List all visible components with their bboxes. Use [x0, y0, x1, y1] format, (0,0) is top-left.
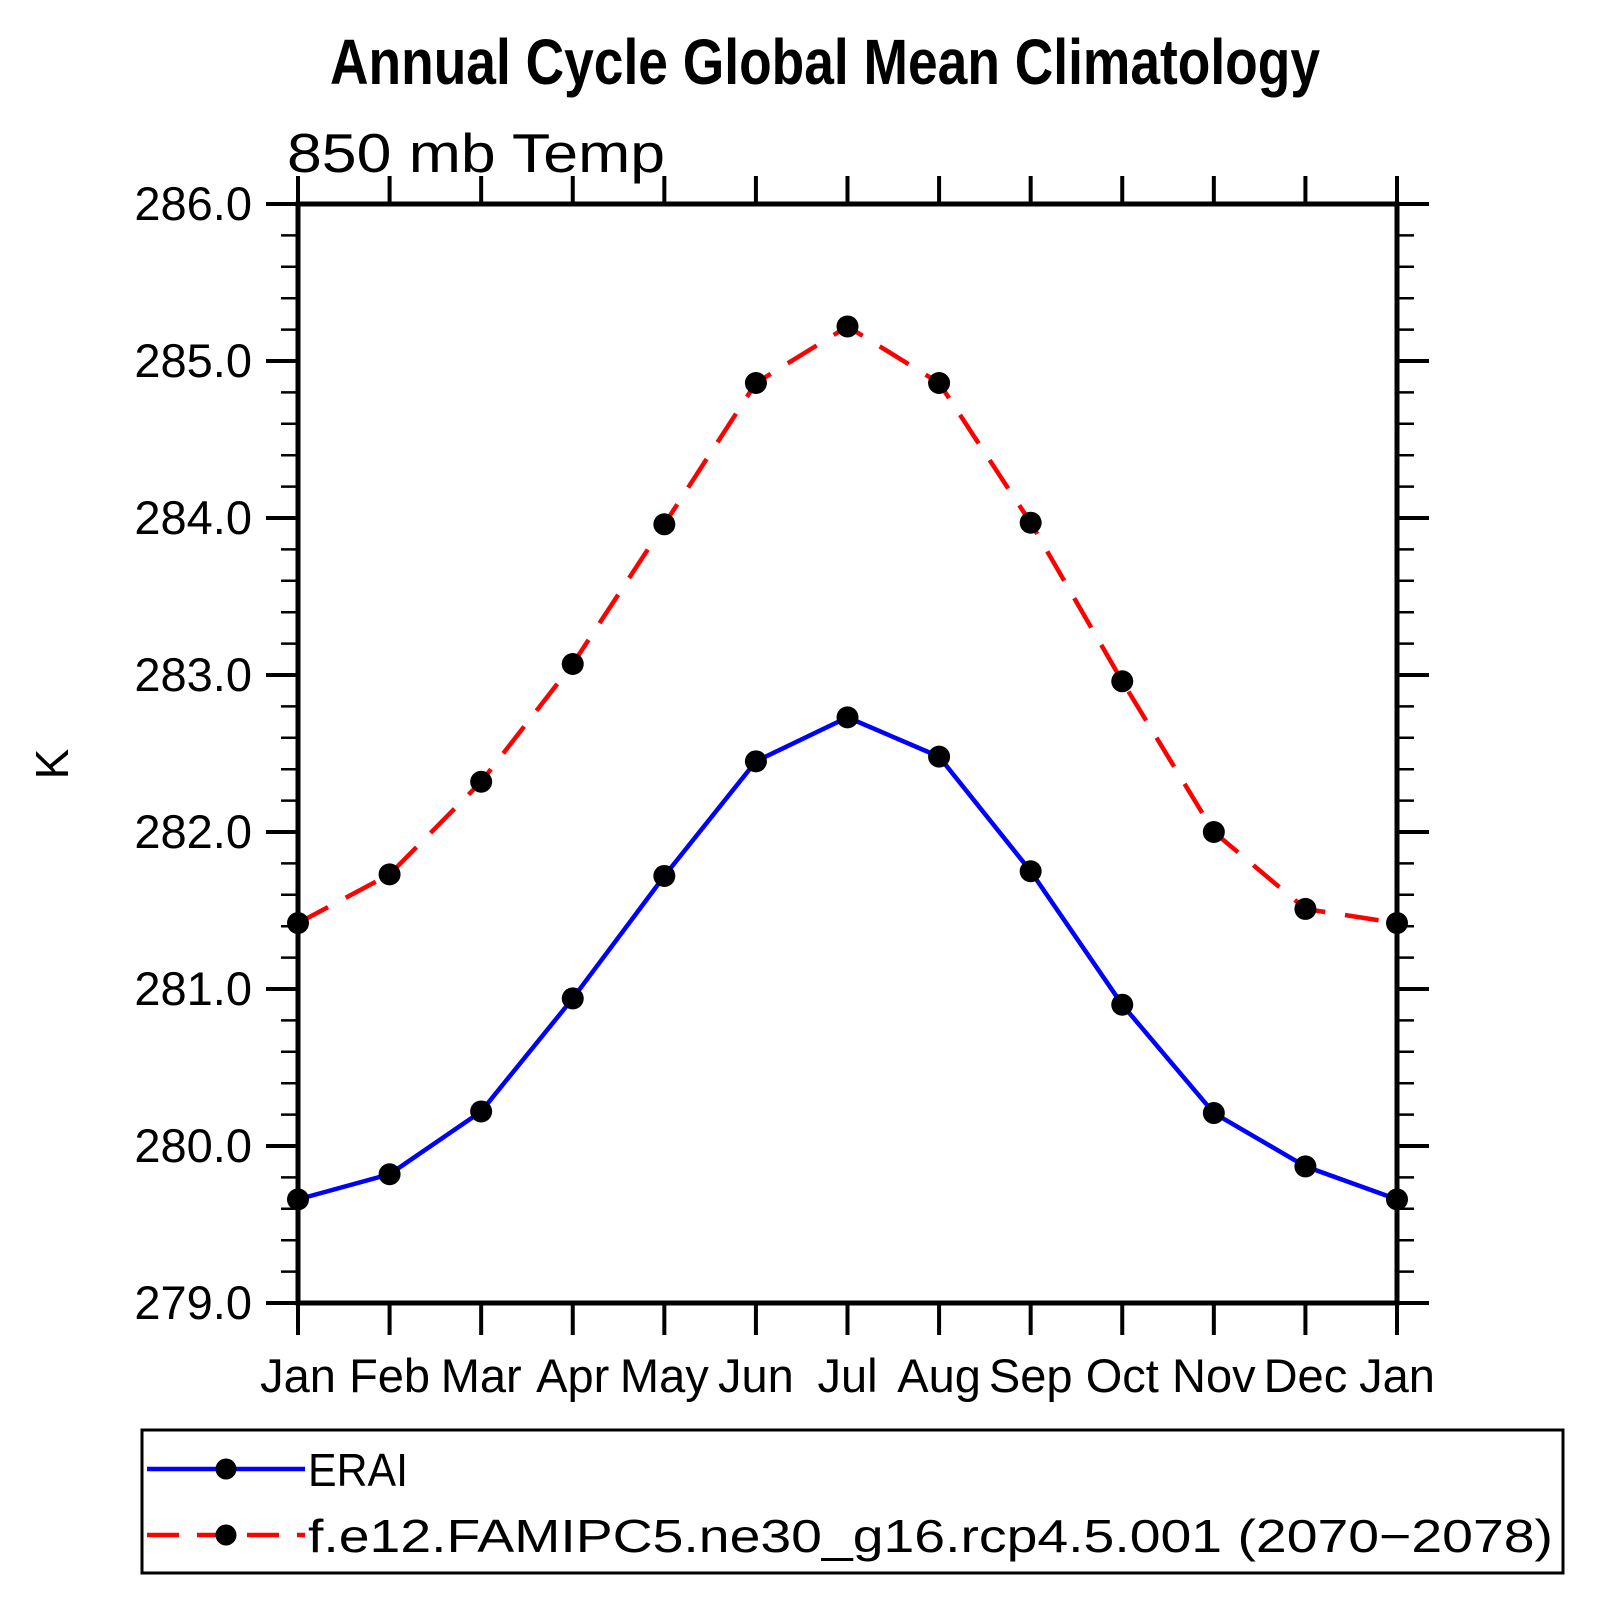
x-tick-label: Oct	[1086, 1349, 1159, 1402]
data-point	[928, 745, 951, 768]
x-tick-label: Nov	[1172, 1349, 1256, 1402]
data-point	[378, 863, 401, 886]
y-tick-label: 283.0	[134, 648, 252, 701]
model-line	[296, 323, 1398, 926]
data-point	[1019, 860, 1042, 883]
x-tick-label: Sep	[989, 1349, 1073, 1402]
data-point	[561, 987, 584, 1010]
x-tick-label: Jan	[260, 1349, 336, 1402]
data-point	[1019, 511, 1042, 534]
x-tick-label: May	[620, 1349, 709, 1402]
data-point	[561, 653, 584, 676]
plot-axes: 279.0 280.0 281.0 282.0 283.0 284.0 285.0 286.0…	[134, 176, 1435, 1402]
data-point	[1202, 1102, 1225, 1125]
legend-samples	[147, 1458, 305, 1546]
legend-label-model: f.e12.FAMIPC5.ne30_g16.rcp4.5.001 (2070−…	[308, 1510, 1553, 1562]
x-tick-label: Apr	[536, 1349, 609, 1402]
y-axis-label: K	[26, 748, 78, 779]
x-tick-label: Jul	[817, 1349, 877, 1402]
chart-subtitle: 850 mb Temp	[287, 122, 665, 184]
y-tick-label: 280.0	[134, 1119, 252, 1172]
x-tick-label: Dec	[1264, 1349, 1348, 1402]
x-tick-label: Feb	[349, 1349, 430, 1402]
legend-box	[140, 1428, 1565, 1575]
data-point	[1386, 1188, 1408, 1211]
data-point	[1111, 993, 1134, 1016]
y-tick-label: 282.0	[134, 805, 252, 858]
chart-title: Annual Cycle Global Mean Climatology	[330, 26, 1320, 98]
data-point	[287, 912, 309, 935]
data-series	[287, 315, 1408, 1211]
data-point	[928, 371, 951, 394]
x-tick-label: Jun	[718, 1349, 794, 1402]
x-tick-label: Aug	[897, 1349, 981, 1402]
data-point	[836, 315, 859, 338]
data-point	[653, 513, 676, 536]
data-point	[1386, 912, 1408, 935]
y-tick-label: 285.0	[134, 334, 252, 387]
y-tick-label: 281.0	[134, 962, 252, 1015]
legend-sample-marker	[215, 1458, 237, 1480]
data-point	[378, 1163, 401, 1186]
data-point	[653, 864, 676, 887]
erai-line	[297, 714, 1398, 1202]
x-tick-label: Jan	[1359, 1349, 1435, 1402]
data-point	[836, 706, 859, 729]
data-point	[744, 371, 767, 394]
y-tick-label: 286.0	[134, 177, 252, 230]
y-tick-label: 279.0	[134, 1276, 252, 1329]
data-point	[744, 750, 767, 773]
y-tick-label: 284.0	[134, 491, 252, 544]
data-point	[470, 1100, 493, 1123]
data-point	[470, 770, 493, 793]
data-point	[1294, 1155, 1317, 1178]
data-point	[287, 1188, 309, 1211]
data-point	[1202, 821, 1225, 843]
legend: ERAI f.e12.FAMIPC5.ne30_g16.rcp4.5.001 (…	[140, 1428, 1565, 1575]
x-tick-label: Mar	[441, 1349, 522, 1402]
legend-sample-marker	[215, 1524, 237, 1546]
legend-label-erai: ERAI	[308, 1444, 408, 1496]
plot-frame	[295, 201, 1400, 1306]
data-point	[1294, 897, 1317, 920]
data-point	[1111, 670, 1134, 693]
